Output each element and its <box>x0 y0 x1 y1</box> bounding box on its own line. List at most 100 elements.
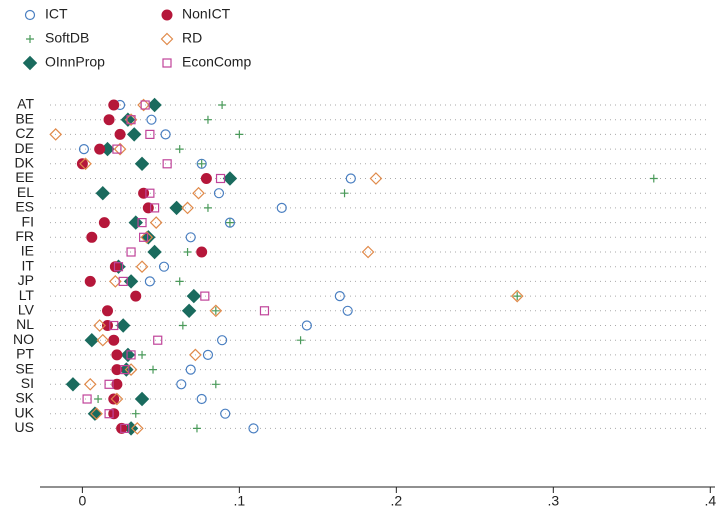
dot <box>222 171 238 186</box>
dot <box>86 231 98 243</box>
dot <box>94 395 103 403</box>
dot <box>162 159 172 169</box>
dot <box>145 129 155 139</box>
dot <box>218 101 227 109</box>
dot <box>111 364 123 376</box>
dot <box>108 393 120 405</box>
dot <box>147 244 162 260</box>
dot <box>93 319 106 332</box>
dot <box>126 127 142 142</box>
y-tick-label: LV <box>18 302 35 318</box>
dot <box>202 349 214 360</box>
dot <box>118 276 128 286</box>
dot <box>130 422 144 435</box>
dot <box>120 423 130 433</box>
legend-marker <box>24 9 36 21</box>
dot <box>139 232 149 242</box>
dot <box>345 173 356 184</box>
dot <box>175 277 184 286</box>
dot <box>178 321 187 330</box>
dot <box>296 336 305 345</box>
dot <box>259 306 270 316</box>
dot <box>96 333 110 347</box>
dot <box>510 289 524 303</box>
dot <box>84 275 96 287</box>
dot <box>220 408 231 419</box>
dot <box>90 407 103 421</box>
legend-label: NonICT <box>182 6 231 22</box>
dot <box>110 392 124 406</box>
legend-marker <box>26 35 34 43</box>
legend-label: SoftDB <box>45 30 89 46</box>
dot <box>144 276 155 287</box>
dot <box>109 320 119 331</box>
dot <box>216 335 228 346</box>
dot <box>79 157 92 171</box>
y-tick-label: AT <box>17 96 34 112</box>
dot <box>95 185 110 201</box>
y-tick-label: SI <box>21 375 34 391</box>
dot <box>113 142 127 156</box>
dot <box>153 335 163 345</box>
y-tick-label: CZ <box>15 125 34 141</box>
dot <box>149 365 158 374</box>
dot <box>158 261 170 272</box>
dot <box>65 377 81 392</box>
dot <box>98 217 110 229</box>
dot <box>200 291 210 301</box>
dot <box>160 129 171 140</box>
dot <box>147 97 162 113</box>
dot <box>169 200 184 216</box>
y-tick-label: IT <box>22 257 35 273</box>
dot <box>126 115 136 125</box>
dot <box>225 218 234 227</box>
dot <box>120 347 136 363</box>
dot <box>111 378 123 390</box>
dot <box>83 377 97 391</box>
dot <box>181 303 197 319</box>
legend-marker <box>162 58 172 68</box>
dot <box>211 380 220 389</box>
dot <box>140 230 154 244</box>
dot <box>192 186 205 200</box>
y-tick-label: DK <box>15 155 35 171</box>
dot <box>126 247 136 257</box>
dot <box>137 98 150 112</box>
dot <box>124 363 138 376</box>
dot <box>82 394 92 404</box>
dot <box>196 246 208 258</box>
y-tick-label: IE <box>21 243 34 259</box>
dot <box>342 305 353 316</box>
dot <box>115 318 131 333</box>
dot <box>108 408 120 420</box>
dot <box>146 114 157 125</box>
dot <box>111 349 123 361</box>
dot <box>248 423 259 434</box>
legend-label: EconComp <box>182 54 251 70</box>
dot <box>114 128 126 140</box>
dot <box>189 348 202 362</box>
dot <box>120 112 136 127</box>
dot <box>131 409 140 418</box>
dot <box>145 188 155 198</box>
dot <box>126 350 136 360</box>
dot <box>134 156 150 172</box>
x-tick-label: 0 <box>78 493 86 509</box>
dot <box>128 215 143 230</box>
y-tick-label: JP <box>18 272 34 288</box>
dot <box>301 320 312 331</box>
dot <box>186 288 202 304</box>
dot <box>200 173 212 184</box>
y-tick-label: UK <box>15 404 35 420</box>
dot <box>135 260 149 274</box>
dot <box>203 115 212 124</box>
dot <box>224 217 236 228</box>
y-tick-label: SK <box>15 390 34 406</box>
dot <box>334 291 345 302</box>
legend-label: OInnProp <box>45 54 105 70</box>
dot <box>103 114 115 126</box>
dot <box>196 393 207 405</box>
dot <box>149 216 163 229</box>
dot <box>215 173 226 184</box>
y-tick-label: EE <box>15 169 34 185</box>
